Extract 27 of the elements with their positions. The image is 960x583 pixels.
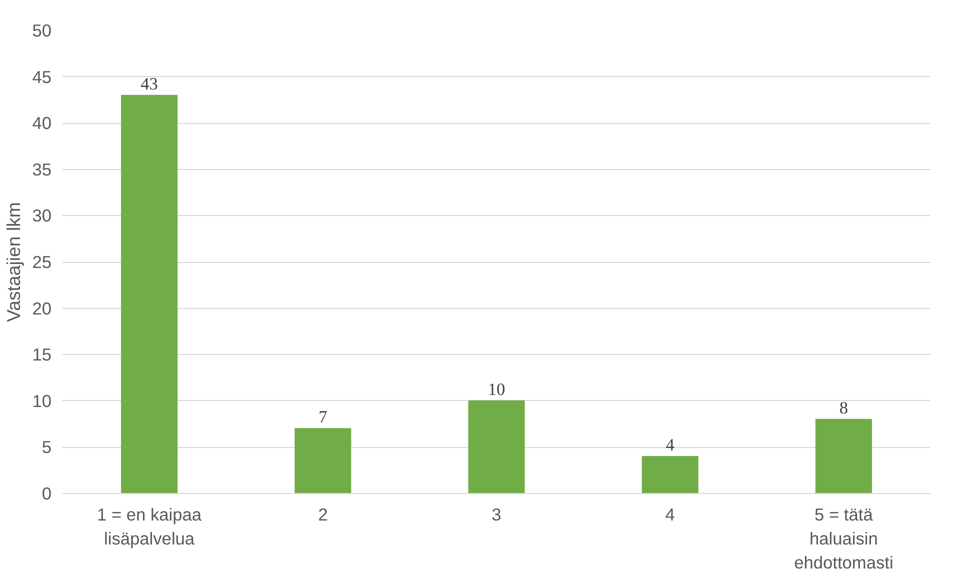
y-tick-label: 30 xyxy=(32,206,52,226)
bar xyxy=(468,400,525,494)
y-tick-label: 20 xyxy=(32,298,52,318)
x-tick-label: 5 = tätä haluaisin ehdottomasti xyxy=(794,504,894,572)
bar xyxy=(642,456,698,494)
x-tick-label: 1 = en kaipaa lisäpalvelua xyxy=(97,504,202,548)
y-tick-label: 50 xyxy=(32,20,52,40)
data-label: 4 xyxy=(666,435,675,454)
data-label: 10 xyxy=(488,380,506,399)
y-tick-label: 15 xyxy=(32,344,52,365)
bar xyxy=(294,428,352,494)
y-tick-label: 0 xyxy=(42,484,52,504)
y-tick-label: 5 xyxy=(42,437,52,458)
bar xyxy=(815,418,872,494)
bar xyxy=(121,94,178,494)
data-label: 43 xyxy=(140,74,158,94)
data-label: 7 xyxy=(318,408,328,427)
data-label: 8 xyxy=(839,398,848,418)
y-tick-label: 45 xyxy=(32,66,52,87)
x-tick-label: 4 xyxy=(665,504,676,524)
y-axis-title: Vastaajien lkm xyxy=(3,202,24,322)
x-tick-label: 3 xyxy=(492,504,502,524)
y-tick-label: 25 xyxy=(32,252,52,272)
y-tick-label: 40 xyxy=(32,113,52,134)
x-tick-label: 2 xyxy=(318,504,328,524)
y-tick-label: 35 xyxy=(32,159,52,180)
y-tick-label: 10 xyxy=(32,390,52,411)
